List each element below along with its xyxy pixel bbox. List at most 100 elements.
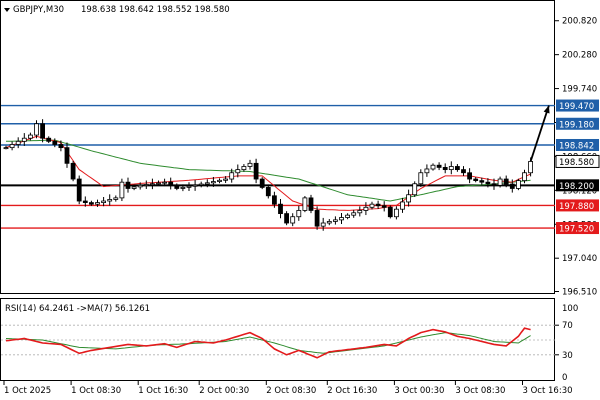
candle-body	[217, 179, 222, 182]
candle-body	[424, 168, 430, 174]
time-tick-label: 1 Oct 2025	[4, 386, 51, 396]
time-tick-label: 3 Oct 08:30	[455, 386, 505, 396]
time-tick-label: 1 Oct 08:30	[71, 386, 121, 396]
main-plot-frame	[0, 0, 555, 294]
price-tags: 199.470 199.180 198.842 198.200 197.880 197.5…	[555, 99, 600, 235]
projection-arrowhead-icon	[543, 105, 550, 114]
candle-body	[198, 183, 204, 186]
rsi-tick-label: 30	[562, 351, 573, 361]
candle-body	[34, 123, 39, 136]
level-tag-box	[556, 138, 599, 151]
rsi-label: RSI(14) 64.2461 ->MA(7) 56.1261	[5, 304, 150, 314]
candle-body	[387, 206, 393, 218]
candle-body	[479, 180, 485, 183]
candle-body	[27, 134, 33, 139]
candle-body	[9, 144, 15, 149]
candle-body	[461, 169, 466, 174]
candle-body	[70, 162, 76, 180]
price-tick-label: 197.040	[562, 254, 597, 264]
axes: 200.820200.280199.740199.200198.660198.1…	[3, 17, 597, 396]
candle-body	[186, 185, 192, 188]
rsi-bottom-label: 0	[562, 373, 567, 383]
candle-body	[290, 216, 296, 224]
candle-body	[497, 178, 503, 186]
candle-body	[82, 200, 88, 203]
candle-body	[149, 183, 155, 186]
candle-body	[393, 208, 399, 218]
candle-body	[156, 182, 161, 185]
candle-body	[314, 210, 320, 227]
candle-body	[363, 206, 369, 211]
candle-body	[516, 180, 521, 189]
candle-body	[52, 140, 58, 145]
level-tag-label: 197.520	[559, 225, 594, 235]
candle-body	[436, 164, 442, 168]
candle-body	[162, 181, 168, 184]
candle-body	[15, 140, 21, 145]
candle-body	[454, 166, 460, 171]
candle-body	[345, 214, 351, 218]
price-levels	[1, 104, 555, 229]
ma-fast-line	[5, 135, 531, 211]
candle-body	[509, 183, 515, 189]
candle-body	[40, 123, 45, 139]
rsi-top-label: 100	[562, 304, 578, 314]
candle-body	[503, 178, 509, 185]
candle-body	[326, 221, 332, 224]
candle-body	[168, 181, 174, 186]
candle-body	[174, 184, 180, 189]
level-tag-box	[556, 222, 599, 235]
candle-body	[467, 172, 473, 180]
candle-body	[320, 222, 326, 227]
level-tag-label: 198.200	[559, 182, 594, 192]
candle-body	[76, 178, 82, 202]
candle-body	[522, 172, 527, 182]
candle-body	[308, 197, 314, 211]
candle-body	[278, 203, 283, 214]
level-tag-box	[556, 179, 599, 192]
time-tick-label: 2 Oct 00:30	[199, 386, 249, 396]
level-tag-label: 199.470	[559, 102, 594, 112]
level-tag-box	[556, 99, 599, 112]
candle-body	[143, 184, 149, 186]
candle-body	[473, 178, 479, 182]
candle-body	[64, 147, 70, 164]
candle-body	[131, 186, 137, 189]
symbol-timeframe: GBPJPY,M30	[13, 5, 64, 15]
dropdown-triangle-icon[interactable]	[4, 8, 10, 12]
current-price-tag-label: 198.580	[559, 158, 594, 168]
candle-body	[241, 166, 247, 171]
candle-body	[95, 202, 100, 205]
price-tick-label: 200.280	[562, 51, 597, 61]
candle-body	[107, 199, 113, 202]
candle-body	[351, 212, 357, 216]
time-tick-label: 2 Oct 16:30	[327, 386, 377, 396]
candle-body	[113, 197, 119, 200]
candle-body	[302, 197, 308, 211]
rsi-plot-frame	[0, 298, 555, 381]
time-tick-label: 2 Oct 08:30	[266, 386, 316, 396]
candle-body	[430, 164, 436, 170]
candle-body	[21, 137, 27, 142]
candle-body	[400, 201, 405, 210]
candle-body	[448, 166, 454, 171]
candle-body	[192, 184, 198, 187]
candle-body	[204, 182, 210, 185]
rsi-line	[5, 327, 531, 359]
candle-body	[210, 181, 216, 184]
price-tick-label: 196.510	[562, 287, 597, 297]
price-tick-label: 199.740	[562, 85, 597, 95]
candle-body	[339, 217, 344, 221]
projection-arrow-icon	[529, 105, 550, 162]
candle-body	[247, 162, 253, 167]
candle-body	[259, 178, 265, 188]
time-tick-label: 3 Oct 16:30	[523, 386, 573, 396]
time-tick-label: 3 Oct 00:30	[394, 386, 444, 396]
candle-body	[485, 181, 491, 185]
candle-body	[406, 194, 412, 203]
candle-body	[180, 186, 186, 189]
level-tag-box	[556, 199, 599, 212]
level-tag-label: 197.880	[559, 202, 594, 212]
candle-body	[46, 137, 52, 142]
